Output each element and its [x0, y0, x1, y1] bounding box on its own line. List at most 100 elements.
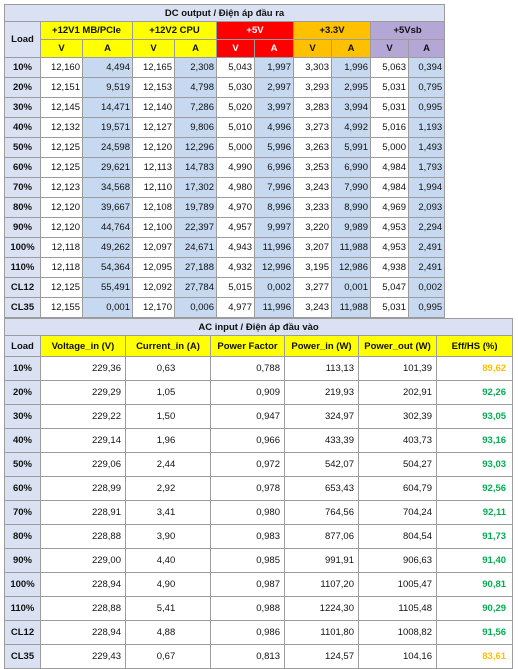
dc-sub-header-a: A	[82, 39, 133, 58]
row-load-label: CL35	[4, 644, 41, 669]
current-cell: 4,992	[331, 117, 371, 138]
power-out-header: Power_out (W)	[358, 335, 437, 357]
row-load-label: CL12	[4, 277, 41, 298]
current-in-cell: 3,90	[125, 524, 211, 549]
power-out-cell: 1105,48	[358, 596, 437, 621]
voltage-in-cell: 229,36	[40, 356, 126, 381]
voltage-cell: 3,293	[293, 77, 332, 98]
voltage-cell: 4,977	[216, 297, 255, 318]
voltage-cell: 12,123	[40, 177, 83, 198]
current-cell: 0,795	[407, 77, 446, 98]
power-in-cell: 1101,80	[284, 620, 359, 645]
voltage-cell: 12,155	[40, 297, 83, 318]
voltage-cell: 12,153	[132, 77, 175, 98]
voltage-cell: 5,015	[216, 277, 255, 298]
voltage-cell: 4,980	[216, 177, 255, 198]
current-cell: 2,294	[407, 217, 446, 238]
power-factor-cell: 0,983	[210, 524, 285, 549]
power-factor-cell: 0,978	[210, 476, 285, 501]
current-cell: 0,995	[407, 297, 446, 318]
dc-table-row: 110% 12,118 54,364 12,095 27,188 4,932 12,996 3…	[4, 257, 446, 278]
current-in-cell: 3,41	[125, 500, 211, 525]
current-in-cell: 4,40	[125, 548, 211, 573]
power-out-cell: 302,39	[358, 404, 437, 429]
voltage-cell: 12,118	[40, 257, 83, 278]
current-cell: 0,002	[407, 277, 446, 298]
current-cell: 11,988	[331, 297, 371, 318]
current-cell: 9,806	[174, 117, 217, 138]
voltage-cell: 12,132	[40, 117, 83, 138]
ac-table-row: 10% 229,36 0,63 0,788 113,13 101,39 89,62	[4, 356, 514, 381]
dc-table-row: 40% 12,132 19,571 12,127 9,806 5,010 4,996 3,27…	[4, 117, 446, 138]
current-cell: 24,598	[82, 137, 133, 158]
voltage-cell: 12,110	[132, 177, 175, 198]
voltage-cell: 4,990	[216, 157, 255, 178]
power-in-cell: 1107,20	[284, 572, 359, 597]
power-out-cell: 804,54	[358, 524, 437, 549]
rail-3v3-header: +3.3V	[293, 21, 371, 40]
power-in-cell: 1224,30	[284, 596, 359, 621]
current-cell: 54,364	[82, 257, 133, 278]
row-load-label: 30%	[4, 97, 41, 118]
row-load-label: 80%	[4, 524, 41, 549]
voltage-cell: 12,165	[132, 57, 175, 78]
current-cell: 19,789	[174, 197, 217, 218]
dc-table-row: 20% 12,151 9,519 12,153 4,798 5,030 2,997 3,293…	[4, 77, 446, 98]
dc-sub-header-a: A	[331, 39, 371, 58]
current-cell: 1,793	[407, 157, 446, 178]
voltage-cell: 12,140	[132, 97, 175, 118]
power-out-cell: 202,91	[358, 380, 437, 405]
power-in-cell: 991,91	[284, 548, 359, 573]
dc-sub-header-v: V	[40, 39, 83, 58]
current-cell: 5,996	[254, 137, 294, 158]
current-cell: 2,491	[407, 257, 446, 278]
efficiency-cell: 92,26	[435, 380, 514, 405]
current-cell: 6,996	[254, 157, 294, 178]
current-in-cell: 4,90	[125, 572, 211, 597]
current-cell: 44,764	[82, 217, 133, 238]
voltage-cell: 4,953	[370, 237, 409, 258]
dc-output-table: DC output / Điện áp đầu ra Load +12V1 MB…	[3, 4, 446, 318]
current-cell: 9,997	[254, 217, 294, 238]
row-load-label: 40%	[4, 117, 41, 138]
power-in-cell: 124,57	[284, 644, 359, 669]
row-load-label: 50%	[4, 137, 41, 158]
voltage-cell: 12,120	[40, 217, 83, 238]
voltage-cell: 12,170	[132, 297, 175, 318]
current-in-cell: 2,44	[125, 452, 211, 477]
ac-load-header: Load	[4, 335, 41, 357]
current-cell: 0,001	[82, 297, 133, 318]
current-cell: 2,995	[331, 77, 371, 98]
dc-sub-header-v: V	[370, 39, 409, 58]
power-out-cell: 1005,47	[358, 572, 437, 597]
voltage-cell: 3,263	[293, 137, 332, 158]
power-factor-cell: 0,909	[210, 380, 285, 405]
dc-sub-header-a: A	[254, 39, 294, 58]
voltage-cell: 12,092	[132, 277, 175, 298]
row-load-label: 90%	[4, 548, 41, 573]
voltage-in-cell: 228,88	[40, 524, 126, 549]
current-cell: 3,994	[331, 97, 371, 118]
power-out-cell: 906,63	[358, 548, 437, 573]
voltage-cell: 4,984	[370, 157, 409, 178]
voltage-cell: 12,160	[40, 57, 83, 78]
current-cell: 14,471	[82, 97, 133, 118]
row-load-label: 60%	[4, 157, 41, 178]
power-out-cell: 403,73	[358, 428, 437, 453]
current-cell: 34,568	[82, 177, 133, 198]
power-factor-cell: 0,980	[210, 500, 285, 525]
voltage-cell: 5,010	[216, 117, 255, 138]
voltage-cell: 3,207	[293, 237, 332, 258]
current-cell: 2,491	[407, 237, 446, 258]
power-in-cell: 219,93	[284, 380, 359, 405]
voltage-cell: 5,031	[370, 297, 409, 318]
voltage-cell: 3,303	[293, 57, 332, 78]
row-load-label: CL35	[4, 297, 41, 318]
voltage-cell: 3,277	[293, 277, 332, 298]
voltage-cell: 5,031	[370, 77, 409, 98]
row-load-label: 50%	[4, 452, 41, 477]
voltage-cell: 4,984	[370, 177, 409, 198]
voltage-cell: 5,030	[216, 77, 255, 98]
dc-table-row: 80% 12,120 39,667 12,108 19,789 4,970 8,996 3,2…	[4, 197, 446, 218]
current-cell: 39,667	[82, 197, 133, 218]
